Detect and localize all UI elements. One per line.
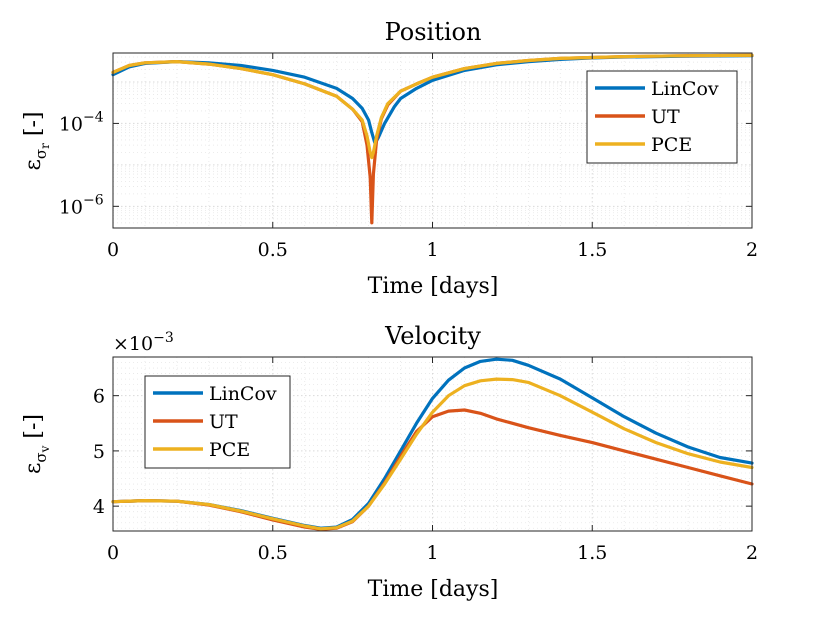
position-y-tick-exponent: −6 [83,192,104,208]
velocity-series-pce [111,377,754,531]
velocity-x-label: Time [days] [368,577,499,602]
position-legend-label-ut: UT [651,106,680,128]
velocity-legend: LinCov UT PCE [144,375,291,469]
velocity-legend-label-pce: PCE [209,439,250,461]
position-x-tick-label: 2 [746,239,758,261]
position-legend-label-lincov: LinCov [651,78,719,100]
position-plot: Position 0 0.5 1 1.5 2 10−410−6 Time [days] … [21,18,758,299]
position-x-tick-label: 0.5 [258,239,288,261]
velocity-x-tick-label: 1.5 [577,542,607,564]
velocity-y-ticks: 4 5 6 [93,386,752,518]
position-x-tick-label: 1.5 [577,239,607,261]
velocity-series [111,357,754,531]
velocity-multiplier-exp: −3 [153,330,174,346]
velocity-x-tick-label: 0.5 [258,542,288,564]
position-title: Position [385,18,482,46]
position-y-tick-exponent: −4 [83,109,104,125]
position-legend: LinCov UT PCE [586,70,738,164]
velocity-title: Velocity [384,322,481,350]
position-y-tick-label: 10 [59,113,83,135]
position-series [111,53,754,225]
velocity-x-ticks: 0 0.5 1 1.5 2 [107,357,758,564]
position-y-tick-label: 10 [59,196,83,218]
position-series-pce [111,53,754,160]
velocity-multiplier-base: ×10 [113,333,153,355]
velocity-y-tick-label: 4 [93,496,105,518]
velocity-y-tick-label: 5 [93,441,105,463]
velocity-legend-label-lincov: LinCov [209,383,277,405]
velocity-x-tick-label: 0 [107,542,119,564]
velocity-y-multiplier: ×10−3 [113,330,174,355]
position-x-ticks: 0 0.5 1 1.5 2 [107,53,758,261]
position-y-ticks: 10−410−6 [59,109,752,218]
velocity-x-tick-label: 1 [426,542,438,564]
velocity-y-tick-label: 6 [93,386,105,408]
position-legend-label-pce: PCE [651,134,692,156]
position-x-label: Time [days] [368,274,499,299]
position-x-tick-label: 1 [426,239,438,261]
velocity-x-tick-label: 2 [746,542,758,564]
position-x-tick-label: 0 [107,239,119,261]
velocity-legend-label-ut: UT [209,411,238,433]
